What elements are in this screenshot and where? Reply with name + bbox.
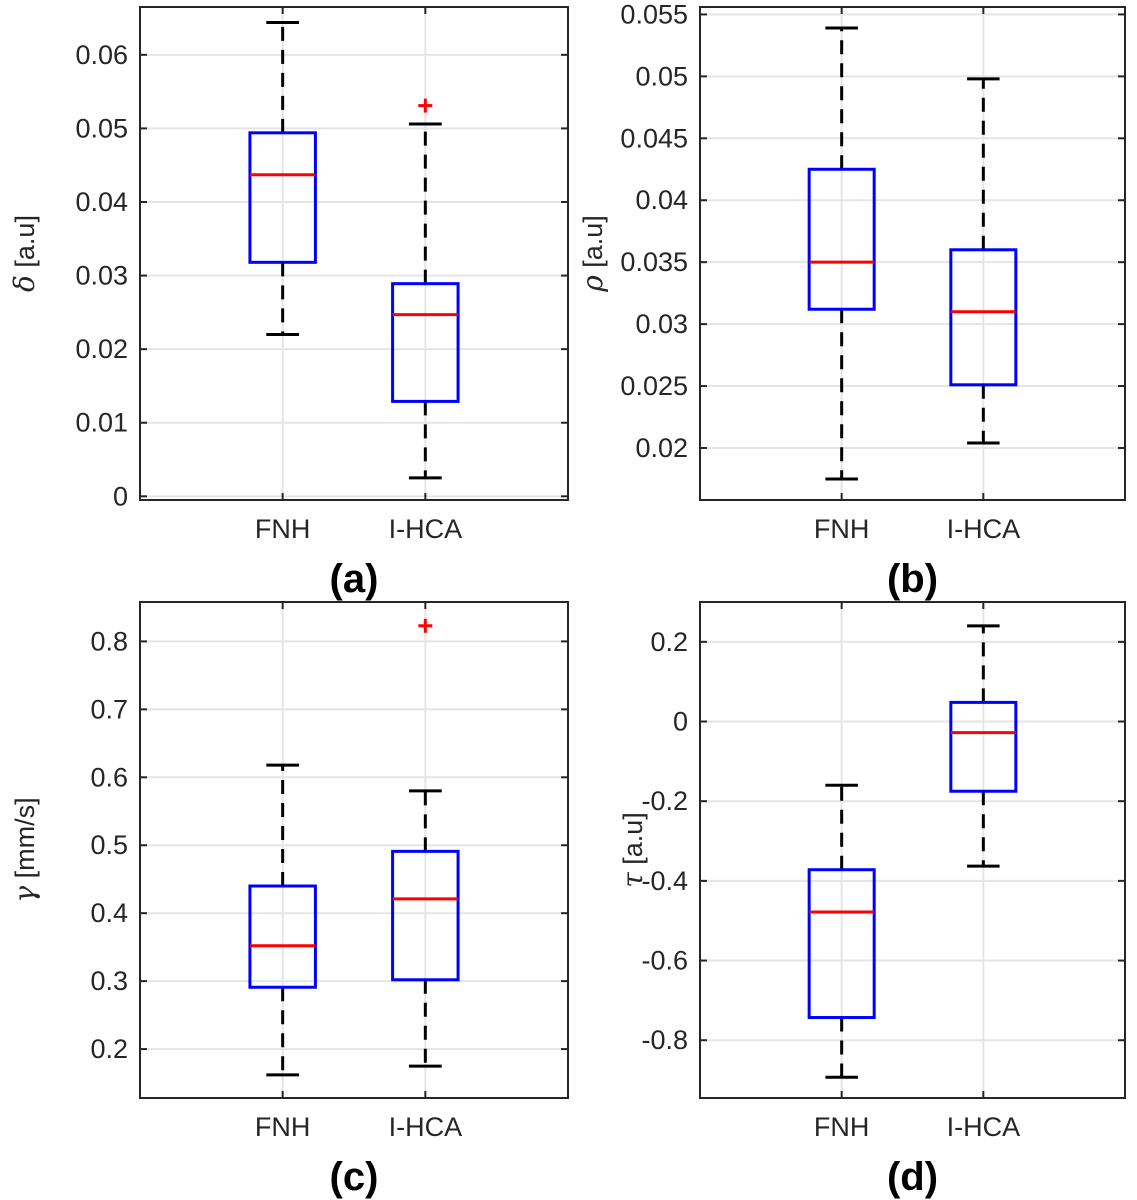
y-tick-label: 0.2 — [90, 1034, 128, 1064]
x-tick-label: I-HCA — [947, 514, 1021, 544]
y-axis-label: τ [a.u] — [616, 812, 649, 888]
axes-frame — [139, 6, 569, 501]
panel-label: (c) — [330, 1155, 379, 1199]
y-axis-unit: [a.u] — [10, 215, 40, 275]
iqr-box — [391, 282, 460, 403]
chart-panel-c: 0.2 0.3 0.4 0.5 0.6 0.7 0.8 FNH I-HCA γ [mm/s] (c) — [8, 601, 569, 1199]
box-i-hca — [949, 624, 1018, 868]
y-tick-label: -0.4 — [641, 866, 688, 896]
x-tick-label: I-HCA — [947, 1112, 1021, 1142]
outlier-marker — [418, 98, 433, 113]
x-tick-label: FNH — [255, 514, 311, 544]
box-i-hca — [391, 618, 460, 1068]
iqr-box — [949, 248, 1018, 387]
iqr-box — [807, 868, 876, 1020]
y-tick-label: 0.01 — [75, 408, 128, 438]
y-tick-label: 0.06 — [75, 40, 128, 70]
box-fnh — [807, 26, 876, 481]
axes-frame — [699, 6, 1126, 501]
box-fnh — [248, 20, 317, 336]
y-axis-unit: [a.u] — [578, 215, 608, 275]
y-tick-label: 0.035 — [620, 247, 688, 277]
panel-label: (a) — [330, 557, 379, 601]
y-axis-unit: [a.u] — [618, 812, 648, 872]
iqr-box — [391, 849, 460, 982]
box-fnh — [248, 763, 317, 1077]
box-fnh — [807, 783, 876, 1079]
y-tick-label: 0 — [113, 481, 128, 511]
y-tick-label: -0.8 — [641, 1025, 688, 1055]
axes-frame — [139, 601, 569, 1099]
y-tick-label: 0.4 — [90, 898, 128, 928]
x-tick-label: FNH — [255, 1112, 311, 1142]
y-axis-label: ρ [a.u] — [576, 215, 609, 293]
box-i-hca — [949, 77, 1018, 445]
y-tick-label: 0.7 — [90, 694, 128, 724]
x-tick-label: FNH — [814, 514, 870, 544]
y-tick-label: 0.04 — [635, 185, 688, 215]
chart-panel-b: 0.02 0.025 0.03 0.035 0.04 0.045 0.05 0.055 FNH I… — [576, 0, 1126, 601]
y-tick-label: 0.02 — [75, 334, 128, 364]
y-axis-label: δ [a.u] — [8, 215, 41, 292]
y-tick-label: 0.6 — [90, 762, 128, 792]
x-tick-label: I-HCA — [389, 514, 463, 544]
y-axis-symbol: ρ — [576, 275, 609, 293]
outlier-marker — [418, 618, 433, 633]
y-tick-label: 0.8 — [90, 626, 128, 656]
y-tick-label: 0.03 — [75, 261, 128, 291]
axes-frame — [699, 601, 1126, 1099]
box-i-hca — [391, 98, 460, 480]
y-tick-label: 0.3 — [90, 966, 128, 996]
y-tick-label: -0.2 — [641, 786, 688, 816]
y-tick-label: 0.03 — [635, 309, 688, 339]
x-tick-label: I-HCA — [389, 1112, 463, 1142]
y-tick-label: 0.5 — [90, 830, 128, 860]
y-tick-label: 0.05 — [635, 61, 688, 91]
panel-label: (d) — [887, 1155, 938, 1199]
iqr-box — [248, 884, 317, 989]
y-tick-label: 0.045 — [620, 123, 688, 153]
y-tick-label: 0.055 — [620, 0, 688, 29]
y-axis-symbol: γ — [8, 886, 41, 903]
y-tick-label: 0.05 — [75, 113, 128, 143]
iqr-box — [807, 167, 876, 311]
y-axis-unit: [mm/s] — [10, 797, 40, 886]
y-tick-label: -0.6 — [641, 946, 688, 976]
y-axis-label: γ [mm/s] — [8, 797, 41, 902]
panel-label: (b) — [887, 557, 938, 601]
y-tick-label: 0.025 — [620, 371, 688, 401]
y-tick-label: 0.04 — [75, 187, 128, 217]
iqr-box — [248, 131, 317, 264]
x-tick-label: FNH — [814, 1112, 870, 1142]
y-tick-label: 0 — [673, 707, 688, 737]
y-axis-symbol: δ — [8, 275, 41, 292]
chart-panel-a: 0 0.01 0.02 0.03 0.04 0.05 0.06 FNH I-HCA δ [a.u]… — [8, 6, 569, 601]
y-tick-label: 0.02 — [635, 433, 688, 463]
y-tick-label: 0.2 — [650, 627, 688, 657]
y-axis-symbol: τ — [616, 872, 649, 888]
chart-panel-d: -0.8 -0.6 -0.4 -0.2 0 0.2 FNH I-HCA τ [a.u] (d) — [616, 601, 1126, 1199]
iqr-box — [949, 700, 1018, 793]
